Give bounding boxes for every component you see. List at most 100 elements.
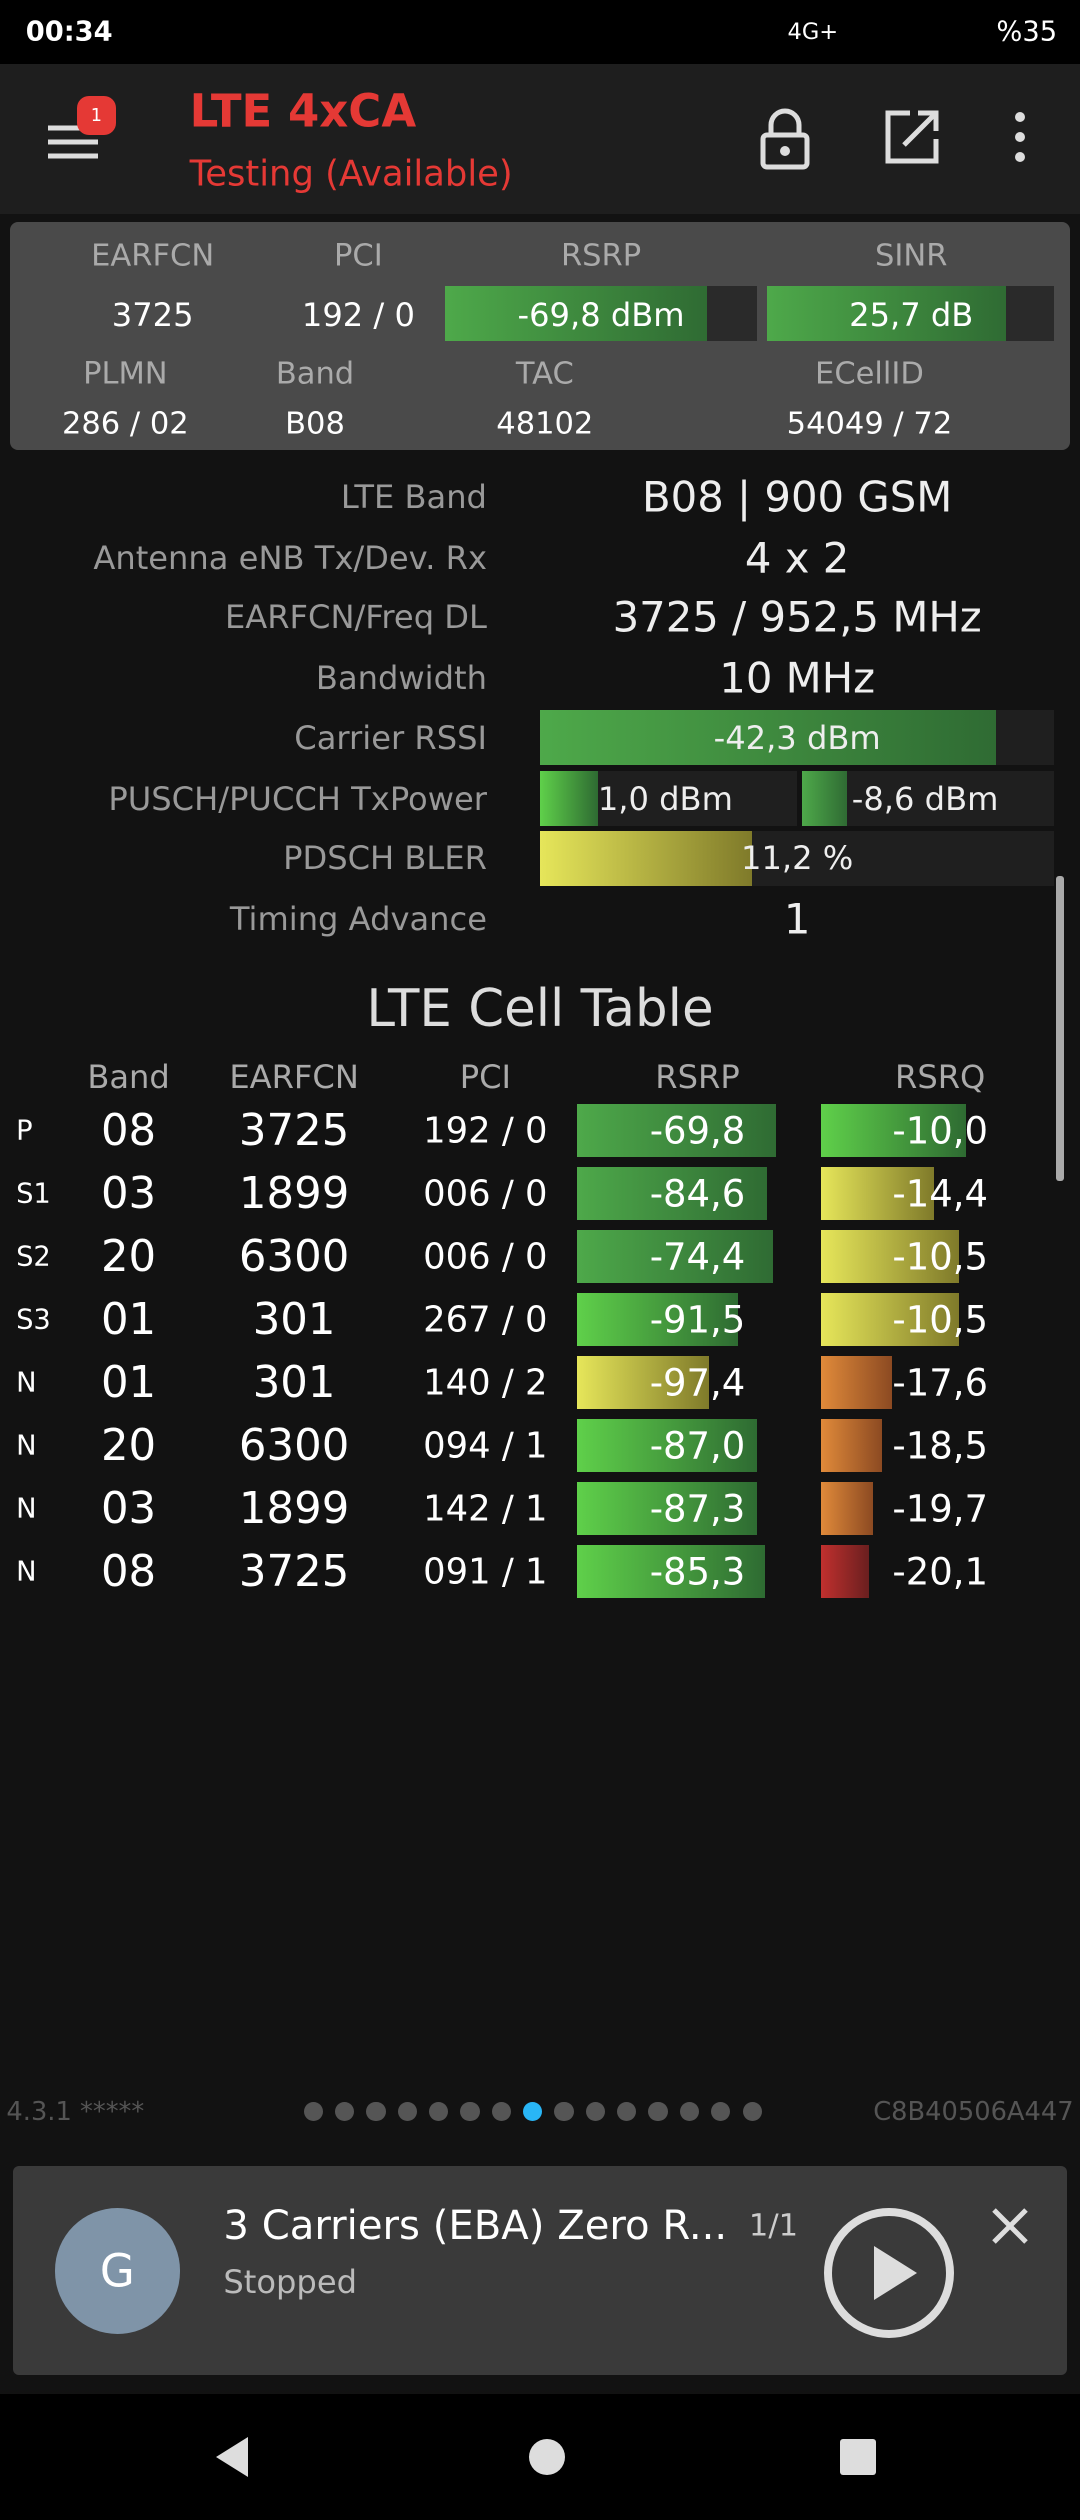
notification-title: 3 Carriers (EBA) Zero R...	[223, 2202, 728, 2249]
page-dot	[335, 2102, 355, 2122]
summary-value: 54049 / 72	[786, 406, 953, 442]
rsrq-bar	[821, 1356, 892, 1410]
rsrq-bar	[821, 1419, 883, 1473]
cell-value: 6300	[238, 1421, 350, 1472]
play-button[interactable]	[822, 2206, 956, 2340]
detail-value: 1	[783, 894, 811, 944]
cell-role: N	[16, 1493, 37, 1525]
cell-value: -18,5	[892, 1424, 988, 1468]
rsrp-bar	[576, 1419, 757, 1473]
avatar	[54, 2208, 180, 2334]
sinr-bar	[766, 286, 1007, 341]
cell-value: 192 / 0	[423, 1110, 548, 1152]
cell-value: 08	[100, 1106, 157, 1157]
cell-role: S1	[16, 1178, 51, 1210]
notification-count: 1/1	[748, 2208, 799, 2244]
cell-value: -85,3	[649, 1550, 746, 1594]
cell-value: -74,4	[649, 1235, 746, 1279]
bler-bar	[540, 830, 753, 886]
summary-value: -69,8 dBm	[517, 296, 685, 334]
navigation-buttons	[216, 2437, 876, 2477]
rsrp-bar	[576, 1482, 757, 1536]
summary-value: 286 / 02	[61, 406, 189, 442]
cell-value: 20	[100, 1421, 157, 1472]
clock: 00:34	[25, 16, 113, 48]
cell-value: -14,4	[892, 1172, 988, 1216]
rsrq-bar	[821, 1293, 960, 1347]
more-button[interactable]	[1005, 105, 1035, 169]
rsrp-bar	[576, 1545, 765, 1599]
page-dot	[585, 2102, 606, 2122]
avatar-letter: G	[99, 2244, 135, 2298]
back-button[interactable]	[216, 2437, 248, 2477]
detail-label: Carrier RSSI	[294, 718, 487, 757]
summary-value: 25,7 dB	[849, 296, 974, 334]
badge-count: 1	[90, 105, 103, 126]
column-header: RSRP	[655, 1057, 740, 1096]
page-dot	[617, 2102, 637, 2122]
rsrp-bar	[445, 286, 708, 341]
cell-value: -87,0	[649, 1424, 746, 1468]
rssi-bar	[540, 710, 997, 765]
app-subtitle: Testing (Available)	[189, 153, 513, 195]
rsrq-bar	[821, 1167, 934, 1221]
device-id: C8B40506A447	[873, 2096, 1074, 2127]
cell-value: 094 / 1	[423, 1425, 548, 1467]
rsrq-bar	[821, 1104, 966, 1158]
detail-label: PDSCH BLER	[283, 839, 487, 878]
summary-label: ECellID	[815, 356, 924, 392]
cell-value: -10,5	[892, 1235, 988, 1279]
network-type: 4G+	[787, 19, 839, 46]
page-dot	[679, 2102, 700, 2122]
cell-value: -87,3	[649, 1487, 746, 1531]
detail-label: EARFCN/Freq DL	[224, 598, 487, 637]
column-header: RSRQ	[895, 1057, 986, 1096]
cell-value: 08	[100, 1547, 157, 1598]
detail-value: -8,6 dBm	[851, 779, 999, 818]
share-button[interactable]	[880, 105, 944, 169]
page-dot	[366, 2102, 386, 2122]
app-version: 4.3.1 *****	[6, 2096, 145, 2127]
cell-value: 267 / 0	[423, 1299, 548, 1341]
cell-value: -10,5	[892, 1298, 988, 1342]
detail-value: 4 x 2	[744, 533, 850, 583]
recents-button[interactable]	[840, 2439, 876, 2475]
page-dot	[648, 2102, 668, 2122]
cell-value: 142 / 1	[423, 1488, 548, 1530]
detail-value: 11,2 %	[741, 839, 854, 878]
rsrp-bar	[576, 1356, 709, 1410]
cell-value: 1899	[238, 1169, 350, 1220]
column-header: EARFCN	[229, 1057, 359, 1096]
status-bar	[0, 0, 1080, 64]
column-header: Band	[87, 1057, 170, 1096]
scrollbar	[1055, 875, 1064, 1182]
cell-value: 3725	[238, 1547, 350, 1598]
summary-label: SINR	[875, 238, 948, 274]
lock-button[interactable]	[755, 105, 815, 171]
page-dot	[554, 2102, 574, 2122]
cell-value: 6300	[238, 1232, 350, 1283]
page-dot	[397, 2102, 418, 2122]
cell-value: 01	[100, 1358, 157, 1409]
page-dot	[460, 2102, 480, 2122]
summary-label: Band	[275, 356, 355, 392]
page-dot	[303, 2102, 324, 2122]
close-button[interactable]	[988, 2204, 1032, 2248]
cell-value: 006 / 0	[423, 1173, 548, 1215]
detail-label: Timing Advance	[229, 900, 487, 939]
cell-role: S2	[16, 1241, 51, 1273]
detail-value: 10 MHz	[719, 653, 876, 703]
toolbar	[0, 64, 1080, 214]
summary-label: PCI	[334, 238, 383, 274]
cell-value: -17,6	[892, 1361, 988, 1405]
detail-value: -42,3 dBm	[713, 718, 881, 757]
summary-label: RSRP	[560, 238, 642, 274]
cell-value: -69,8	[649, 1109, 746, 1153]
cell-value: 006 / 0	[423, 1236, 548, 1278]
battery-level: %35	[996, 16, 1058, 48]
page-dot	[429, 2102, 449, 2122]
home-button[interactable]	[529, 2439, 565, 2475]
badge	[77, 96, 116, 135]
cell-value: 1899	[238, 1484, 350, 1535]
summary-label: TAC	[515, 356, 574, 392]
